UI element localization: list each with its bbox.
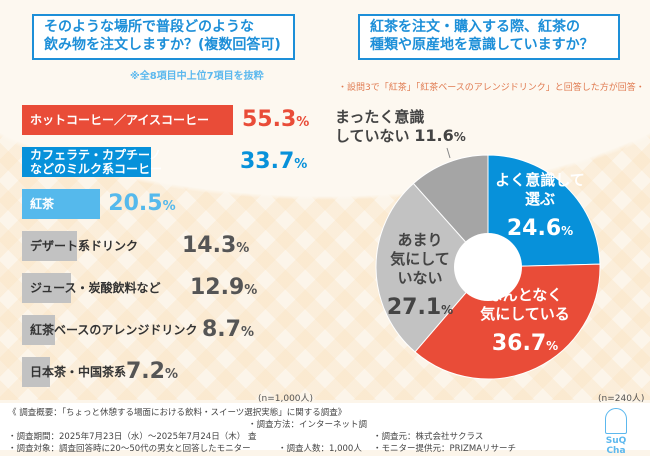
bar: [22, 189, 101, 219]
pie-label: まったく意識: [335, 108, 424, 126]
bar-value-label: 12.9%: [190, 275, 257, 300]
survey-footer: 《 調査概要：「ちょっと休憩する場面における飲料・スイーツ選択実態」に関する調査…: [0, 403, 650, 454]
bar-label: 日本茶・中国茶系: [30, 357, 126, 387]
pie-label: していない: [335, 127, 410, 145]
bar: [22, 147, 151, 177]
left-question-box: そのような場所で普段どのような 飲み物を注文しますか？(複数回答可): [32, 14, 295, 60]
percent-sign: %: [561, 224, 573, 238]
footer-method: ・調査方法：インターネット調査: [248, 420, 368, 442]
bar-value: 12.9: [190, 275, 245, 300]
bar-label-line: ジュース・炭酸飲料など: [30, 280, 161, 295]
footer-title: 《 調査概要：「ちょっと休憩する場面における飲料・スイーツ選択実態」に関する調査…: [8, 408, 347, 418]
bar-label: ジュース・炭酸飲料など: [30, 273, 161, 303]
bar-label-line: 日本茶・中国茶系: [30, 364, 127, 379]
bar-value-label: 7.2%: [126, 359, 178, 384]
pie-value-label: 36.7%: [492, 331, 558, 356]
bar-label-line: カフェラテ・カプチーノ: [30, 147, 162, 162]
pie-slice: [487, 154, 601, 268]
percent-sign: %: [294, 157, 308, 172]
bar: [22, 105, 234, 135]
left-note: ※全8項目中上位7項目を抜粋: [130, 71, 264, 82]
bar-value: 8.7: [202, 317, 241, 342]
percent-sign: %: [244, 283, 258, 298]
pie-label: いない: [397, 269, 442, 287]
bar-value: 20.5: [108, 191, 163, 216]
bar: [22, 315, 56, 345]
left-question-line1: そのような場所で普段どのような: [44, 19, 254, 35]
pie-value: 24.6: [507, 216, 561, 241]
bar-label-line: などのミルク系コーヒー: [30, 161, 163, 176]
brand-logo: SuQ Cha: [596, 408, 636, 456]
logo-text: SuQ Cha: [605, 436, 627, 456]
percent-sign: %: [240, 325, 255, 340]
right-sample-size: (n=240人): [598, 394, 645, 404]
percent-sign: %: [441, 303, 453, 317]
donut-hole: [454, 233, 522, 301]
cup-icon: [605, 408, 627, 434]
pie-label: よく意識して: [495, 171, 585, 189]
pie-label: あまり: [397, 231, 442, 249]
bar-value-label: 20.5%: [108, 191, 175, 216]
pie-label: 気にして: [390, 250, 450, 268]
bar-label-line: 紅茶ベースのアレンジドリンク: [30, 322, 198, 337]
pie-value-label: 27.1%: [387, 295, 453, 320]
bar-label: カフェラテ・カプチーノ などのミルク系コーヒー: [30, 147, 162, 177]
bar-value: 33.7: [240, 149, 295, 174]
pie-value: 36.7: [492, 331, 546, 356]
left-question-line2: 飲み物を注文しますか？(複数回答可): [44, 37, 281, 53]
bar-value: 14.3: [182, 233, 237, 258]
percent-sign: %: [454, 130, 466, 144]
bar-label-line: 紅茶: [30, 196, 55, 211]
bar-label: 紅茶ベースのアレンジドリンク: [30, 315, 197, 345]
bar-value-label: 14.3%: [182, 233, 249, 258]
pie-label: 気にしている: [480, 305, 570, 323]
right-question-box: 紅茶を注文・購入する際、紅茶の 種類や原産地を意識していますか？: [358, 14, 620, 60]
pie-value: 27.1: [387, 295, 441, 320]
pie-label: 選ぶ: [525, 190, 555, 208]
right-subnote: ・設問3で「紅茶」「紅茶ベースのアレンジドリンク」と回答した方が回答・: [338, 83, 645, 93]
percent-sign: %: [296, 115, 310, 130]
bar: [22, 231, 77, 261]
pie-value-label: 24.6%: [507, 216, 573, 241]
bar: [22, 273, 72, 303]
pie-slice: [375, 182, 489, 353]
bar-value: 55.3: [242, 107, 297, 132]
right-question-line1: 紅茶を注文・購入する際、紅茶の: [370, 19, 580, 35]
bar-value-label: 33.7%: [240, 149, 307, 174]
percent-sign: %: [162, 199, 176, 214]
bar-label-line: デザート系ドリンク: [30, 238, 139, 253]
leader-line: [446, 147, 451, 159]
pie-slice: [414, 263, 601, 380]
footer-period: ・調査期間：2025年7月23日（水）～2025年7月24日（木）: [8, 432, 246, 442]
bar-value: 7.2: [126, 359, 165, 384]
bar-label: ホットコーヒー／アイスコーヒー: [30, 105, 209, 135]
percent-sign: %: [164, 367, 179, 382]
pie-value: 11.6: [414, 126, 453, 145]
bar-label: 紅茶: [30, 189, 54, 219]
pie-value-label: 11.6%: [414, 126, 466, 145]
left-sample-size: (n=1,000人): [258, 394, 314, 404]
right-question-line2: 種類や原産地を意識していますか？: [370, 37, 594, 53]
footer-source: ・調査元：株式会社サクラス: [373, 432, 484, 442]
footer-count: ・調査人数：1,000人: [278, 444, 362, 454]
bar-label-line: ホットコーヒー／アイスコーヒー: [30, 112, 210, 127]
percent-sign: %: [546, 339, 558, 353]
footer-target: ・調査対象：調査回答時に20～50代の男女と回答したモニター: [8, 444, 251, 454]
bar-value-label: 8.7%: [202, 317, 254, 342]
percent-sign: %: [236, 241, 250, 256]
pie-label: なんとなく: [488, 286, 563, 304]
bar: [22, 357, 50, 387]
bar-label: デザート系ドリンク: [30, 231, 138, 261]
footer-provider: ・モニター提供元：PRIZMAリサーチ: [373, 444, 517, 454]
bar-value-label: 55.3%: [242, 107, 309, 132]
